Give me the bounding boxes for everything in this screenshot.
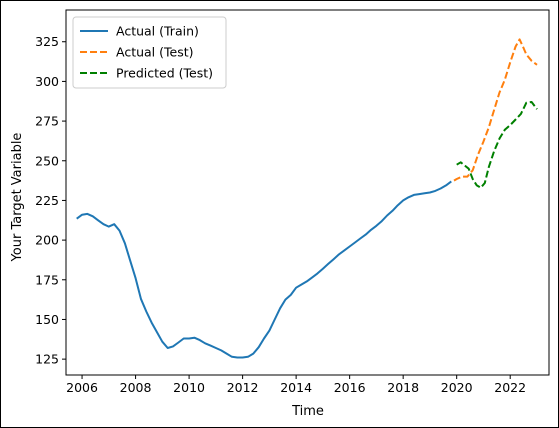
x-tick-label: 2022	[494, 380, 526, 395]
x-tick-label: 2010	[173, 380, 205, 395]
x-tick-label: 2014	[280, 380, 312, 395]
x-tick-label: 2012	[227, 380, 259, 395]
legend-label-3: Predicted (Test)	[116, 66, 213, 81]
x-tick-label: 2018	[387, 380, 419, 395]
x-tick-label: 2008	[120, 380, 152, 395]
y-tick-label: 250	[35, 153, 59, 168]
x-tick-label: 2006	[66, 380, 98, 395]
y-tick-label: 325	[35, 34, 59, 49]
legend-label-1: Actual (Train)	[116, 24, 199, 39]
x-axis-label: Time	[291, 404, 324, 419]
y-tick-label: 150	[35, 312, 59, 327]
x-tick-label: 2020	[441, 380, 473, 395]
y-tick-label: 300	[35, 74, 59, 89]
y-axis-label: Your Target Variable	[10, 133, 25, 263]
x-tick-label: 2016	[334, 380, 366, 395]
legend-label-2: Actual (Test)	[116, 45, 194, 60]
y-tick-label: 275	[35, 114, 59, 129]
y-tick-label: 175	[35, 272, 59, 287]
y-tick-label: 200	[35, 233, 59, 248]
y-tick-label: 125	[35, 352, 59, 367]
legend: Actual (Train) Actual (Test) Predicted (Te…	[73, 17, 226, 88]
y-tick-label: 225	[35, 193, 59, 208]
